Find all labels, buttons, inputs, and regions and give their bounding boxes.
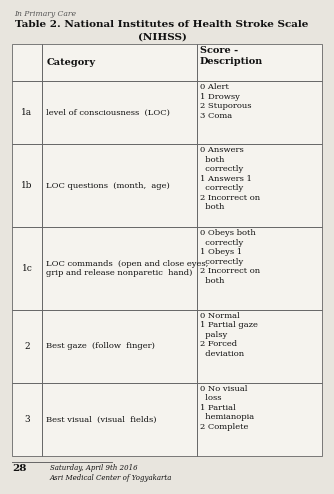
Text: 28: 28 (12, 464, 26, 473)
Text: 1a: 1a (21, 108, 32, 117)
Text: 0 Normal
1 Partial gaze
  palsy
2 Forced
  deviation: 0 Normal 1 Partial gaze palsy 2 Forced d… (200, 312, 258, 358)
Text: level of consciousness  (LOC): level of consciousness (LOC) (46, 109, 170, 117)
Bar (197, 383, 322, 456)
Text: LOC questions  (month,  age): LOC questions (month, age) (46, 182, 170, 190)
Bar (42, 310, 197, 383)
Bar (12, 383, 42, 456)
Text: Category: Category (47, 58, 96, 67)
Bar (197, 81, 322, 144)
Text: 0 Obeys both
  correctly
1 Obeys 1
  correctly
2 Incorrect on
  both: 0 Obeys both correctly 1 Obeys 1 correct… (200, 229, 260, 285)
Bar (12, 44, 322, 456)
Bar (197, 310, 322, 383)
Bar (12, 81, 42, 144)
Text: Table 2. National Institutes of Health Stroke Scale: Table 2. National Institutes of Health S… (15, 20, 309, 29)
Bar (197, 227, 322, 310)
Text: 0 Answers
  both
  correctly
1 Answers 1
  correctly
2 Incorrect on
  both: 0 Answers both correctly 1 Answers 1 cor… (200, 146, 260, 211)
Bar (12, 144, 42, 227)
Text: 3: 3 (24, 415, 30, 424)
Bar (42, 44, 197, 81)
Text: (NIHSS): (NIHSS) (138, 33, 186, 42)
Text: Asri Medical Center of Yogyakarta: Asri Medical Center of Yogyakarta (50, 474, 172, 482)
Bar (12, 227, 42, 310)
Text: Best visual  (visual  fields): Best visual (visual fields) (46, 415, 157, 423)
Text: LOC commands  (open and close eyes,
grip and release nonparetic  hand): LOC commands (open and close eyes, grip … (46, 260, 208, 277)
Text: 1b: 1b (21, 181, 33, 190)
Text: Score -
Description: Score - Description (200, 46, 263, 66)
Text: In Primary Care: In Primary Care (14, 10, 76, 18)
Bar (42, 81, 197, 144)
Bar (12, 310, 42, 383)
Text: 1c: 1c (22, 264, 32, 273)
Text: Best gaze  (follow  finger): Best gaze (follow finger) (46, 342, 155, 350)
Bar (197, 144, 322, 227)
Text: 0 Alert
1 Drowsy
2 Stuporous
3 Coma: 0 Alert 1 Drowsy 2 Stuporous 3 Coma (200, 83, 252, 120)
Text: 0 No visual
  loss
1 Partial
  hemianopia
2 Complete: 0 No visual loss 1 Partial hemianopia 2 … (200, 385, 254, 431)
Text: 2: 2 (24, 342, 30, 351)
Bar (42, 144, 197, 227)
Bar (42, 383, 197, 456)
Bar (42, 227, 197, 310)
Text: Saturday, April 9th 2016: Saturday, April 9th 2016 (50, 464, 138, 472)
Bar (197, 44, 322, 81)
Bar (12, 44, 42, 81)
